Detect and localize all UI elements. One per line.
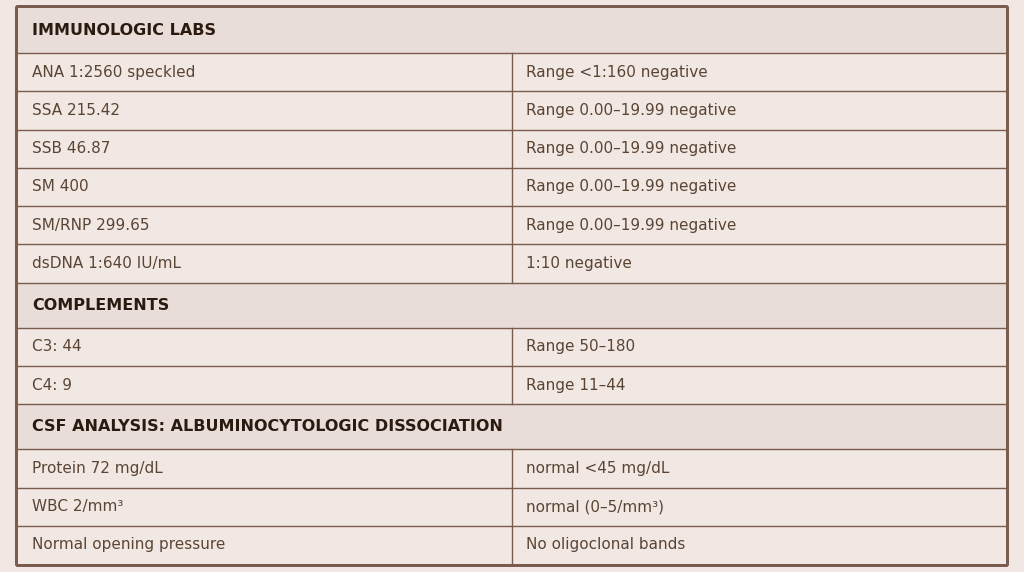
Text: Range 11–44: Range 11–44 xyxy=(526,378,626,392)
Text: COMPLEMENTS: COMPLEMENTS xyxy=(32,297,169,313)
Text: Range 0.00–19.99 negative: Range 0.00–19.99 negative xyxy=(526,180,736,194)
Bar xyxy=(18,8,1006,53)
Text: Range <1:160 negative: Range <1:160 negative xyxy=(526,65,708,80)
Text: WBC 2/mm³: WBC 2/mm³ xyxy=(32,499,123,514)
Text: SM/RNP 299.65: SM/RNP 299.65 xyxy=(32,218,150,233)
Text: normal <45 mg/dL: normal <45 mg/dL xyxy=(526,461,670,476)
Text: Normal opening pressure: Normal opening pressure xyxy=(32,537,225,553)
Text: IMMUNOLOGIC LABS: IMMUNOLOGIC LABS xyxy=(32,23,216,38)
Bar xyxy=(18,404,1006,449)
FancyBboxPatch shape xyxy=(16,6,1008,566)
Text: C4: 9: C4: 9 xyxy=(32,378,72,392)
Text: Range 0.00–19.99 negative: Range 0.00–19.99 negative xyxy=(526,103,736,118)
Text: normal (0–5/mm³): normal (0–5/mm³) xyxy=(526,499,664,514)
Text: dsDNA 1:640 IU/mL: dsDNA 1:640 IU/mL xyxy=(32,256,181,271)
Text: Range 0.00–19.99 negative: Range 0.00–19.99 negative xyxy=(526,218,736,233)
Text: Range 50–180: Range 50–180 xyxy=(526,339,635,354)
Bar xyxy=(18,283,1006,328)
Text: Range 0.00–19.99 negative: Range 0.00–19.99 negative xyxy=(526,141,736,156)
Text: Protein 72 mg/dL: Protein 72 mg/dL xyxy=(32,461,163,476)
Text: C3: 44: C3: 44 xyxy=(32,339,82,354)
Text: No oligoclonal bands: No oligoclonal bands xyxy=(526,537,685,553)
Text: SM 400: SM 400 xyxy=(32,180,89,194)
Text: CSF ANALYSIS: ALBUMINOCYTOLOGIC DISSOCIATION: CSF ANALYSIS: ALBUMINOCYTOLOGIC DISSOCIA… xyxy=(32,419,503,434)
Text: 1:10 negative: 1:10 negative xyxy=(526,256,632,271)
Text: ANA 1:2560 speckled: ANA 1:2560 speckled xyxy=(32,65,196,80)
Text: SSA 215.42: SSA 215.42 xyxy=(32,103,120,118)
Text: SSB 46.87: SSB 46.87 xyxy=(32,141,111,156)
